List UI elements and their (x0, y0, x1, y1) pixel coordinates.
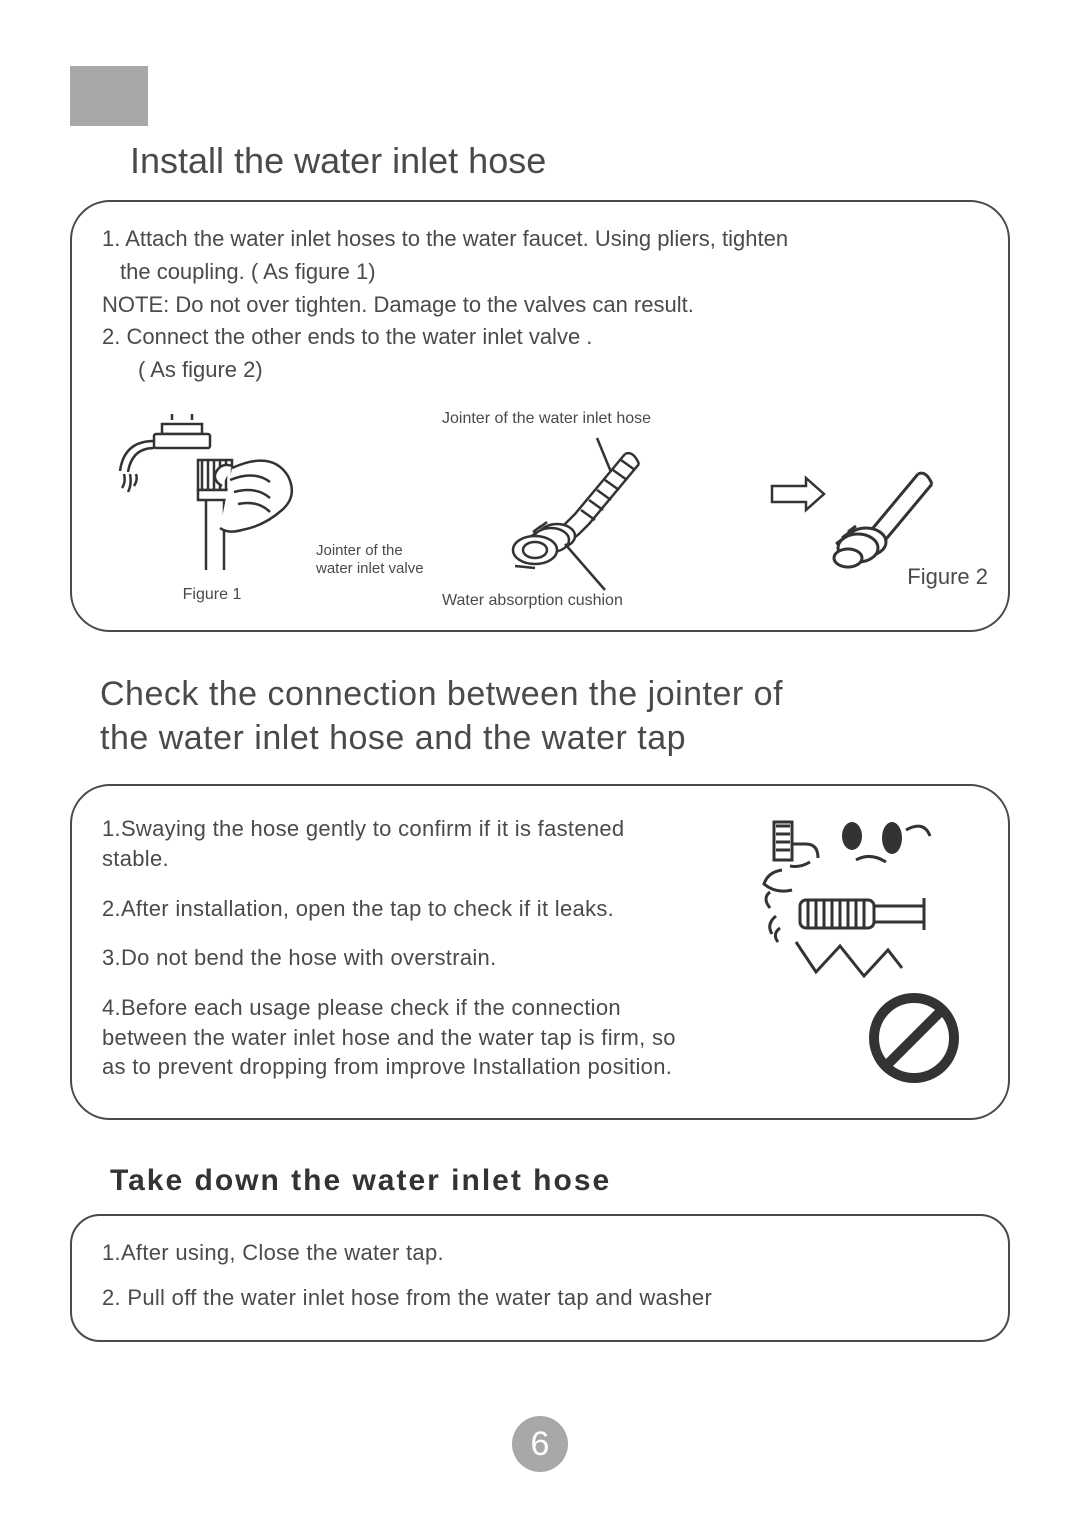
section2-figure (756, 816, 976, 1086)
s3-p1: 1.After using, Close the water tap. (102, 1238, 978, 1269)
figure2-wrap: Figure 2 (808, 454, 978, 604)
section2-text: 1.Swaying the hose gently to confirm if … (102, 814, 680, 1082)
figure1-label: Figure 1 (102, 586, 322, 604)
figure-mid-wrap: Jointer of the water inlet hose Jointer … (322, 424, 808, 604)
section1-figures: Figure 1 Jointer of the water inlet hose… (102, 404, 978, 604)
mid-top-label: Jointer of the water inlet hose (442, 410, 651, 428)
section3-heading: Take down the water inlet hose (110, 1164, 1010, 1198)
s1-step1-l2: the coupling. ( As figure 1) (102, 257, 978, 288)
mid-left-l2: water inlet valve (316, 560, 424, 577)
bent-hose-illustration (756, 816, 976, 1096)
section3-box: 1.After using, Close the water tap. 2. P… (70, 1214, 1010, 1342)
section1-heading: Install the water inlet hose (130, 140, 1010, 182)
mid-bottom-label: Water absorption cushion (442, 592, 623, 610)
section1-box: 1. Attach the water inlet hoses to the w… (70, 200, 1010, 632)
s3-p2: 2. Pull off the water inlet hose from th… (102, 1283, 978, 1314)
mid-left-l1: Jointer of the (316, 542, 403, 559)
mid-left-label: Jointer of the water inlet valve (316, 542, 424, 578)
s1-step2-l1: 2. Connect the other ends to the water i… (102, 322, 978, 353)
s2-p4: 4.Before each usage please check if the … (102, 993, 680, 1082)
s2-p3: 3.Do not bend the hose with overstrain. (102, 943, 680, 973)
section1-text: 1. Attach the water inlet hoses to the w… (102, 224, 978, 386)
s2-heading-l2: the water inlet hose and the water tap (100, 719, 686, 757)
figure2-label: Figure 2 (907, 564, 988, 590)
s1-step1-l1: 1. Attach the water inlet hoses to the w… (102, 224, 978, 255)
figure-mid-illustration (425, 424, 705, 604)
figure1-illustration (102, 410, 302, 580)
s1-note: NOTE: Do not over tighten. Damage to the… (102, 290, 978, 321)
page-number: 6 (512, 1416, 568, 1472)
section2-box: 1.Swaying the hose gently to confirm if … (70, 784, 1010, 1120)
section-marker-block (70, 66, 148, 126)
figure1-wrap: Figure 1 (102, 410, 322, 604)
s2-heading-l1: Check the connection between the jointer… (100, 675, 783, 713)
s2-p1: 1.Swaying the hose gently to confirm if … (102, 814, 680, 873)
s1-step2-l2: ( As figure 2) (102, 355, 978, 386)
section2-heading: Check the connection between the jointer… (100, 672, 1010, 760)
s2-p2: 2.After installation, open the tap to ch… (102, 894, 680, 924)
